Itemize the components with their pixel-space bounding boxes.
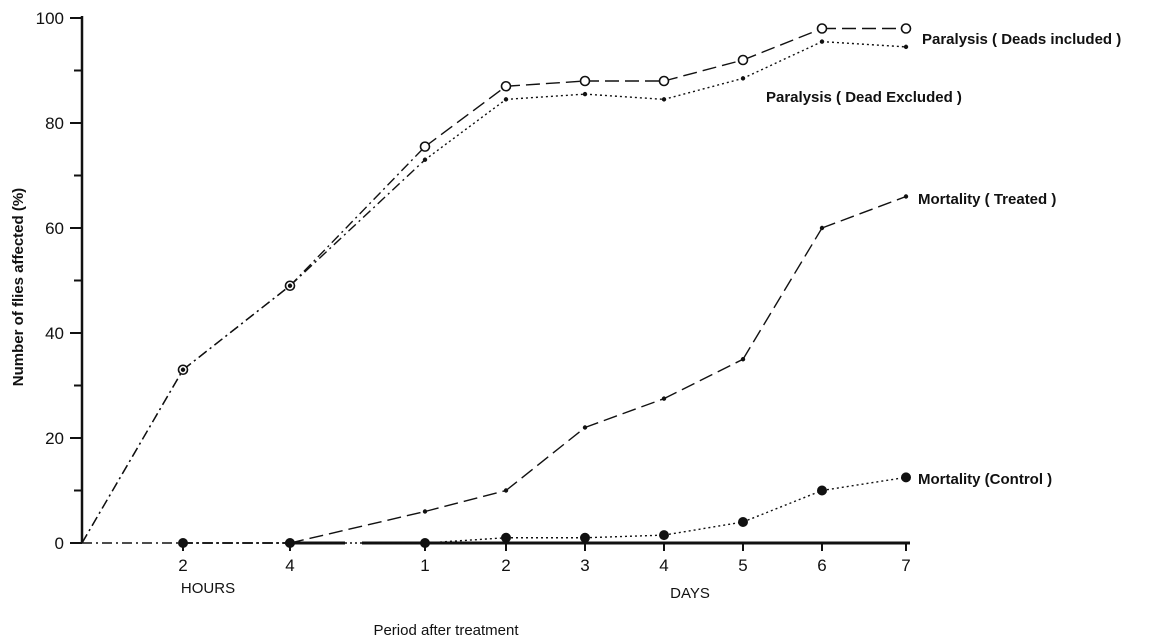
series-2-point (903, 44, 909, 50)
series-3-segment (821, 195, 907, 229)
series-4-point (501, 532, 511, 543)
series-4-point (817, 485, 827, 496)
series-1-point (900, 23, 912, 34)
series-4-segment (584, 534, 665, 539)
series-1-segment (289, 146, 426, 287)
chart-markers (177, 23, 912, 548)
series-1-point (579, 75, 591, 87)
series-2-point (180, 367, 186, 372)
series-2-segment (742, 40, 823, 80)
y-tick-label: 40 (45, 324, 64, 343)
series-2-point (422, 157, 428, 162)
series-2-segment (81, 369, 184, 544)
series-3-point (582, 425, 588, 430)
y-tick-label: 20 (45, 429, 64, 448)
series-2-point (582, 91, 588, 97)
series-1-segment (663, 59, 744, 82)
series-4-point (178, 538, 188, 548)
series-1-point (658, 75, 670, 87)
series-2-segment (584, 93, 665, 101)
series-2-point (740, 76, 746, 81)
series-1-point (816, 23, 828, 34)
y-tick-label: 100 (36, 9, 64, 28)
series-label-mortality-treated: Mortality ( Treated ) (918, 191, 1056, 208)
series-2-point (819, 39, 825, 44)
series-3-segment (424, 489, 507, 513)
series-1-point (419, 141, 431, 152)
series-label-mortality-control: Mortality (Control ) (918, 471, 1052, 488)
x-tick-label: 2 (178, 556, 187, 575)
chart-labels: Number of flies affected (%) Period afte… (10, 9, 1121, 639)
x-group-label-days: DAYS (670, 585, 710, 602)
x-group-label-hours: HOURS (181, 580, 235, 597)
series-2-segment (424, 98, 507, 161)
series-4-segment (663, 521, 744, 536)
y-tick-label: 60 (45, 219, 64, 238)
series-4-point (659, 530, 669, 541)
series-2-segment (289, 159, 426, 287)
series-4-point (901, 472, 911, 483)
series-4-segment (821, 476, 907, 492)
series-1-point (500, 80, 512, 92)
x-tick-label: 3 (580, 556, 589, 575)
x-tick-label: 1 (420, 556, 429, 575)
y-tick-label: 80 (45, 114, 64, 133)
series-label-paralysis-dead-excluded: Paralysis ( Dead Excluded ) (766, 89, 962, 106)
series-4-point (420, 538, 430, 548)
series-2-segment (663, 77, 744, 101)
series-2-point (287, 283, 293, 288)
series-4-segment (424, 537, 507, 544)
series-1-segment (424, 85, 507, 148)
series-3-point (661, 396, 667, 401)
x-axis-title: Period after treatment (373, 622, 519, 639)
series-2-point (503, 97, 509, 102)
series-2-segment (821, 40, 907, 48)
x-tick-label: 7 (901, 556, 910, 575)
series-3-segment (663, 358, 744, 400)
series-3-segment (742, 227, 823, 360)
x-tick-label: 5 (738, 556, 747, 575)
series-3-segment (289, 510, 426, 544)
series-2-point (661, 97, 667, 102)
x-tick-label: 4 (285, 556, 294, 575)
series-label-paralysis-deads-included: Paralysis ( Deads included ) (922, 31, 1121, 48)
x-tick-label: 6 (817, 556, 826, 575)
series-4-point (285, 538, 295, 548)
series-2-segment (182, 285, 291, 371)
series-3-point (503, 488, 509, 493)
series-4-point (580, 532, 590, 543)
series-3-point (422, 509, 428, 514)
series-1-segment (505, 80, 586, 87)
series-2-segment (505, 93, 586, 101)
chart-series-lines (81, 27, 907, 544)
y-axis-title: Number of flies affected (%) (10, 188, 27, 386)
x-tick-label: 2 (501, 556, 510, 575)
series-1-segment (742, 27, 823, 61)
y-tick-label: 0 (55, 534, 64, 553)
series-4-segment (742, 489, 823, 523)
series-1-point (737, 54, 749, 66)
series-3-segment (584, 397, 665, 429)
series-3-segment (505, 426, 586, 492)
series-3-point (740, 357, 746, 362)
series-4-point (738, 517, 748, 527)
series-3-point (819, 225, 825, 231)
series-3-point (903, 194, 909, 199)
x-tick-label: 4 (659, 556, 668, 575)
